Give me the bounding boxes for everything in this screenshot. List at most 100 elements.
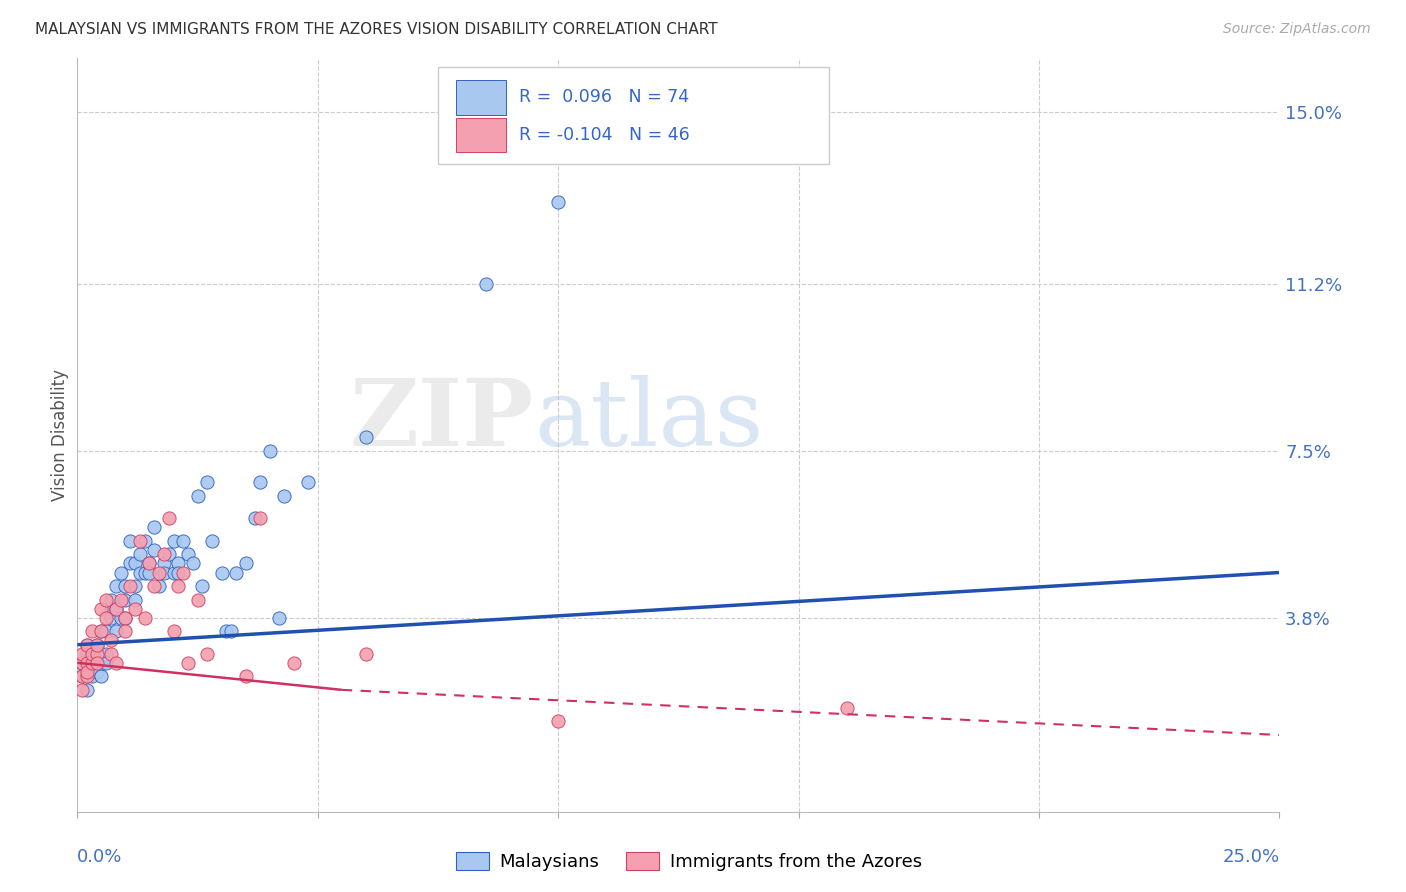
- Point: [547, 195, 569, 210]
- Point: [172, 566, 194, 580]
- Point: [245, 511, 267, 525]
- Point: [187, 592, 209, 607]
- Point: [143, 543, 166, 558]
- Point: [138, 566, 160, 580]
- Point: [76, 638, 98, 652]
- Point: [128, 566, 150, 580]
- Point: [195, 475, 218, 490]
- Point: [86, 665, 108, 679]
- Point: [80, 656, 103, 670]
- Point: [120, 579, 142, 593]
- Point: [162, 624, 184, 639]
- Point: [354, 647, 377, 661]
- Point: [96, 647, 118, 661]
- Point: [114, 579, 136, 593]
- Point: [76, 647, 98, 661]
- Point: [134, 566, 156, 580]
- Point: [76, 682, 98, 697]
- Point: [138, 557, 160, 571]
- Point: [134, 610, 156, 624]
- Point: [86, 638, 108, 652]
- Point: [138, 557, 160, 571]
- Point: [90, 601, 112, 615]
- Point: [191, 579, 214, 593]
- Point: [128, 533, 150, 548]
- Point: [96, 656, 118, 670]
- Y-axis label: Vision Disability: Vision Disability: [51, 369, 69, 500]
- Point: [114, 624, 136, 639]
- FancyBboxPatch shape: [456, 80, 506, 114]
- Point: [86, 647, 108, 661]
- Point: [124, 557, 146, 571]
- Point: [76, 638, 98, 652]
- Text: MALAYSIAN VS IMMIGRANTS FROM THE AZORES VISION DISABILITY CORRELATION CHART: MALAYSIAN VS IMMIGRANTS FROM THE AZORES …: [35, 22, 718, 37]
- Text: R =  0.096   N = 74: R = 0.096 N = 74: [519, 88, 689, 106]
- Point: [195, 647, 218, 661]
- Point: [86, 656, 108, 670]
- Point: [167, 579, 190, 593]
- Point: [96, 624, 118, 639]
- Point: [283, 656, 305, 670]
- FancyBboxPatch shape: [456, 118, 506, 153]
- Point: [76, 665, 98, 679]
- Point: [297, 475, 319, 490]
- Point: [80, 647, 103, 661]
- Point: [86, 656, 108, 670]
- Point: [547, 714, 569, 729]
- Point: [114, 610, 136, 624]
- Point: [96, 592, 118, 607]
- Point: [86, 647, 108, 661]
- Point: [134, 533, 156, 548]
- FancyBboxPatch shape: [439, 67, 828, 163]
- Point: [86, 638, 108, 652]
- Point: [114, 592, 136, 607]
- Point: [80, 656, 103, 670]
- Point: [104, 656, 127, 670]
- Point: [235, 557, 257, 571]
- Point: [128, 548, 150, 562]
- Text: Source: ZipAtlas.com: Source: ZipAtlas.com: [1223, 22, 1371, 37]
- Point: [187, 489, 209, 503]
- Point: [70, 669, 93, 683]
- Point: [90, 647, 112, 661]
- Point: [124, 592, 146, 607]
- Point: [153, 566, 176, 580]
- Point: [177, 656, 200, 670]
- Point: [148, 566, 170, 580]
- Point: [100, 601, 122, 615]
- Point: [76, 656, 98, 670]
- Legend: Malaysians, Immigrants from the Azores: Malaysians, Immigrants from the Azores: [449, 845, 929, 879]
- Point: [835, 701, 858, 715]
- Point: [475, 277, 498, 291]
- Point: [153, 557, 176, 571]
- Point: [110, 610, 132, 624]
- Point: [201, 533, 224, 548]
- Point: [354, 430, 377, 444]
- Point: [225, 566, 247, 580]
- Point: [215, 624, 238, 639]
- Point: [143, 520, 166, 534]
- Point: [110, 566, 132, 580]
- Point: [273, 489, 295, 503]
- Text: 25.0%: 25.0%: [1222, 847, 1279, 866]
- Point: [104, 601, 127, 615]
- Point: [80, 624, 103, 639]
- Point: [157, 548, 180, 562]
- Point: [90, 656, 112, 670]
- Point: [211, 566, 233, 580]
- Point: [235, 669, 257, 683]
- Point: [70, 647, 93, 661]
- Point: [167, 557, 190, 571]
- Point: [124, 601, 146, 615]
- Point: [80, 665, 103, 679]
- Point: [124, 579, 146, 593]
- Point: [167, 566, 190, 580]
- Point: [120, 533, 142, 548]
- Point: [120, 557, 142, 571]
- Point: [80, 669, 103, 683]
- Text: R = -0.104   N = 46: R = -0.104 N = 46: [519, 126, 689, 144]
- Point: [70, 682, 93, 697]
- Point: [249, 475, 271, 490]
- Point: [143, 579, 166, 593]
- Point: [70, 656, 93, 670]
